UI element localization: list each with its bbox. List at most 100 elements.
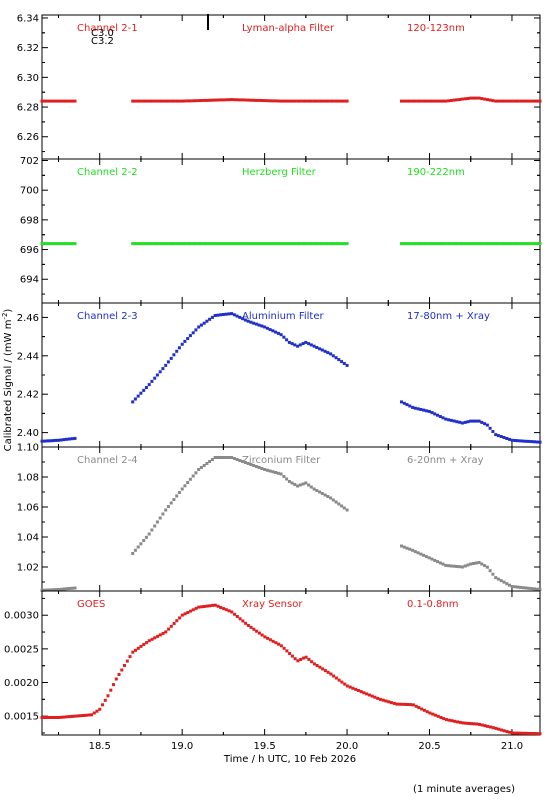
- data-point: [48, 588, 52, 592]
- data-point: [309, 485, 313, 489]
- data-point: [312, 662, 316, 666]
- data-point: [452, 242, 456, 246]
- data-point: [480, 242, 484, 246]
- data-point: [282, 242, 286, 246]
- y-tick-label: 2.44: [17, 351, 39, 362]
- data-point: [227, 242, 231, 246]
- data-point: [158, 370, 162, 374]
- data-point: [318, 347, 322, 351]
- data-point: [513, 439, 517, 442]
- data-point: [59, 99, 63, 103]
- panel-band-label: 120-123nm: [407, 23, 465, 34]
- data-point: [416, 242, 420, 246]
- data-point: [268, 638, 272, 642]
- data-point: [460, 421, 464, 425]
- data-point: [147, 383, 151, 387]
- data-point: [241, 619, 245, 623]
- data-point: [376, 696, 380, 700]
- data-point: [68, 587, 71, 590]
- data-point: [265, 326, 269, 330]
- data-point: [477, 242, 481, 246]
- data-point: [219, 606, 223, 609]
- data-point: [405, 403, 409, 407]
- data-point: [57, 99, 60, 103]
- data-point: [224, 242, 228, 246]
- data-point: [73, 242, 77, 246]
- data-point: [252, 242, 256, 246]
- data-point: [290, 481, 294, 485]
- y-tick-label: 696: [20, 245, 39, 256]
- data-point: [70, 242, 74, 246]
- data-point: [205, 98, 209, 102]
- data-point: [189, 609, 193, 613]
- data-point: [238, 98, 242, 102]
- data-point: [497, 727, 501, 731]
- data-point: [175, 349, 179, 353]
- data-point: [458, 565, 462, 569]
- data-point: [411, 703, 415, 707]
- data-point: [177, 242, 181, 246]
- data-point: [400, 544, 403, 548]
- data-point: [241, 460, 245, 463]
- data-point: [191, 331, 195, 335]
- data-point: [177, 491, 181, 494]
- data-point: [238, 242, 242, 246]
- data-point: [441, 242, 445, 246]
- data-point: [444, 417, 448, 421]
- data-point: [101, 703, 104, 707]
- y-tick-label: 0.0030: [4, 611, 39, 622]
- data-point: [153, 376, 157, 380]
- data-point: [147, 532, 151, 536]
- data-point: [489, 725, 492, 729]
- data-point: [460, 97, 464, 101]
- data-point: [235, 314, 239, 318]
- panel-channel-label: Channel 2-2: [77, 167, 138, 178]
- data-point: [246, 462, 250, 465]
- data-point: [411, 99, 415, 103]
- data-point: [293, 99, 297, 103]
- data-point: [431, 712, 435, 716]
- data-point: [463, 242, 467, 246]
- data-point: [191, 242, 195, 246]
- data-point: [422, 408, 426, 412]
- data-point: [161, 242, 165, 246]
- data-point: [180, 242, 184, 246]
- data-point: [513, 731, 517, 735]
- data-point: [315, 346, 319, 349]
- data-point: [505, 730, 509, 734]
- data-point: [95, 709, 99, 713]
- data-point: [68, 437, 71, 441]
- data-point: [221, 242, 225, 246]
- data-point: [334, 99, 338, 103]
- data-point: [293, 483, 297, 486]
- data-point: [57, 242, 60, 246]
- data-point: [488, 98, 492, 102]
- data-point: [406, 703, 410, 706]
- data-point: [430, 242, 434, 246]
- data-point: [422, 708, 426, 712]
- data-point: [169, 624, 173, 628]
- data-point: [263, 325, 267, 329]
- data-point: [438, 561, 442, 565]
- y-axis-label-group: Calibrated Signal / (mW m-2): [1, 309, 14, 452]
- data-point: [59, 587, 63, 591]
- data-point: [326, 495, 330, 498]
- data-point: [230, 242, 234, 246]
- data-point: [527, 242, 531, 246]
- data-point: [147, 639, 151, 643]
- series-markers: [40, 312, 542, 444]
- data-point: [274, 99, 278, 103]
- data-point: [296, 659, 300, 663]
- data-point: [131, 242, 135, 246]
- data-point: [389, 701, 393, 705]
- data-point: [521, 586, 525, 590]
- data-point: [419, 242, 423, 246]
- data-point: [216, 604, 220, 608]
- data-point: [447, 418, 451, 422]
- panel-filter-label: Xray Sensor: [242, 599, 303, 610]
- data-point: [496, 434, 500, 438]
- data-point: [254, 98, 258, 102]
- data-point: [485, 242, 489, 246]
- data-point: [309, 242, 313, 246]
- data-point: [478, 722, 481, 726]
